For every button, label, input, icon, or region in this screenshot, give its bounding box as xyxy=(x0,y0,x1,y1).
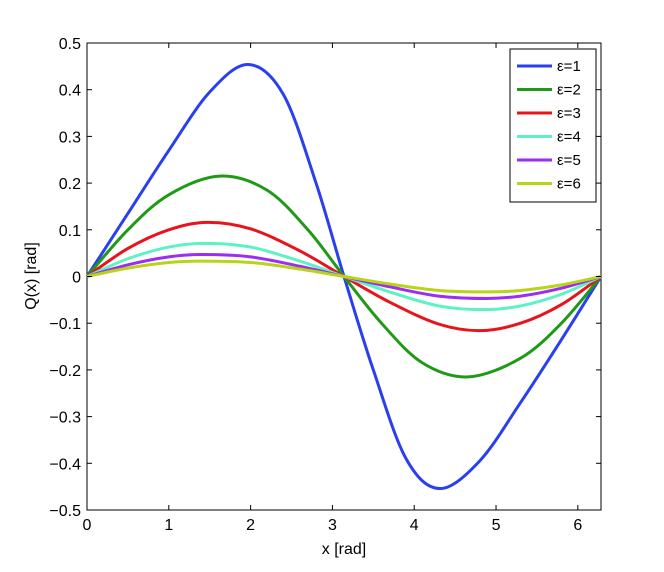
y-tick-label: 0.4 xyxy=(59,83,81,100)
x-axis-label: x [rad] xyxy=(322,541,366,558)
legend-entry: ε=3 xyxy=(557,105,581,122)
y-tick-label: 0 xyxy=(72,270,81,287)
series-line-6 xyxy=(86,259,602,294)
y-tick-label: 0.2 xyxy=(59,176,81,193)
y-tick-label: 0.5 xyxy=(59,36,81,53)
y-tick-label: 0.1 xyxy=(59,223,81,240)
x-tick-label: 0 xyxy=(83,517,92,534)
legend-entry: ε=6 xyxy=(557,176,581,193)
x-tick-label: 6 xyxy=(573,517,582,534)
y-tick-label: −0.3 xyxy=(49,410,81,427)
legend-box xyxy=(509,48,597,203)
y-axis-label: Q(x) [rad] xyxy=(23,242,40,310)
y-tick-label: −0.2 xyxy=(49,363,81,380)
y-tick-label: 0.3 xyxy=(59,129,81,146)
x-tick-label: 2 xyxy=(246,517,255,534)
x-tick-label: 4 xyxy=(410,517,419,534)
y-tick-label: −0.4 xyxy=(49,456,81,473)
axis-ticks xyxy=(86,42,601,511)
tick-labels: 0 1 2 3 4 5 6 0.5 0.4 0.3 0.2 0.1 0 −0.1 −0.2 −0.3 −0.4 −… xyxy=(49,36,582,534)
legend-entry: ε=5 xyxy=(557,152,581,169)
y-tick-label: −0.5 xyxy=(49,503,81,520)
legend-entry: ε=4 xyxy=(557,129,581,146)
y-tick-label: −0.1 xyxy=(49,316,81,333)
legend-entry: ε=2 xyxy=(557,82,581,99)
x-tick-label: 1 xyxy=(164,517,173,534)
series-curves xyxy=(85,62,603,491)
legend-entry: ε=1 xyxy=(557,58,581,75)
x-tick-label: 5 xyxy=(492,517,501,534)
x-tick-label: 3 xyxy=(328,517,337,534)
legend: ε=1 ε=2 ε=3 ε=4 ε=5 ε=6 xyxy=(509,48,597,203)
